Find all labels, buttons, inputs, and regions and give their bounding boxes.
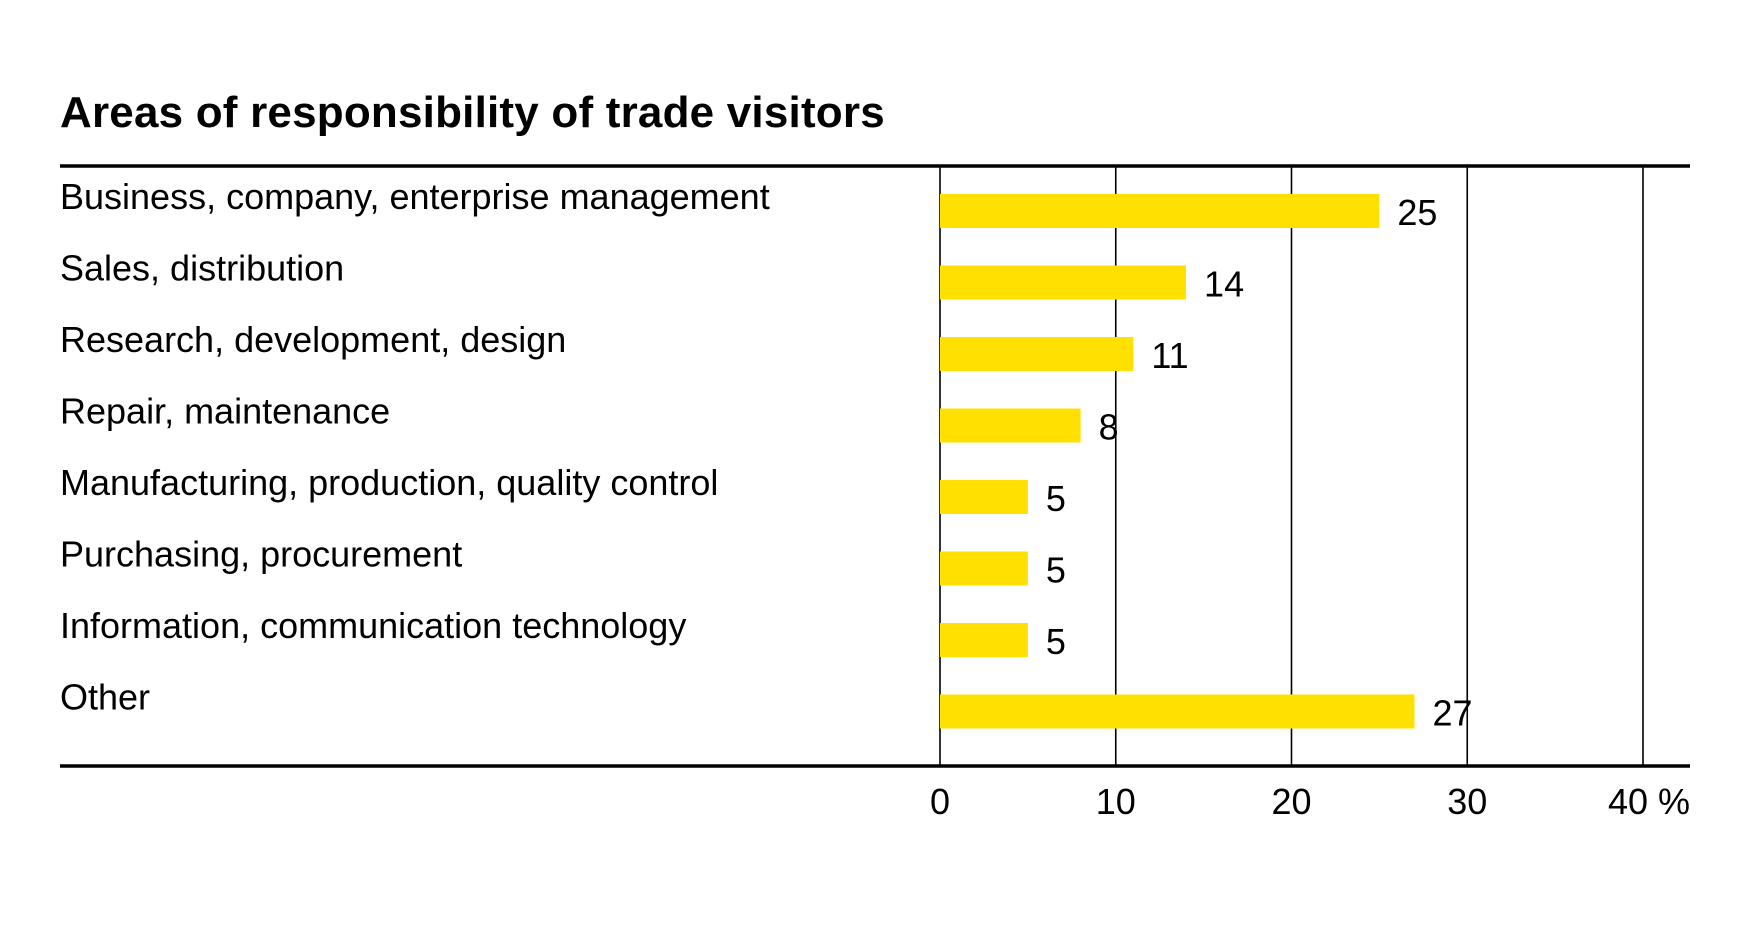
value-label: 5 (1046, 621, 1066, 662)
bars (940, 194, 1415, 729)
x-tick-label: 30 (1447, 781, 1487, 822)
bar (940, 551, 1028, 586)
category-label: Repair, maintenance (60, 391, 390, 432)
bar (940, 337, 1134, 371)
category-label: Sales, distribution (60, 248, 344, 289)
category-labels: Business, company, enterprise management… (60, 176, 770, 718)
category-label: Information, communication technology (60, 605, 686, 646)
bar (940, 623, 1028, 657)
bar (940, 408, 1081, 443)
category-label: Other (60, 677, 150, 718)
value-label: 5 (1046, 550, 1066, 591)
value-label: 5 (1046, 478, 1066, 519)
category-label: Purchasing, procurement (60, 534, 462, 575)
category-label: Business, company, enterprise management (60, 176, 770, 217)
x-tick-label: 10 (1096, 781, 1136, 822)
x-tick-labels: 0 10 20 30 40 % (930, 781, 1690, 822)
value-label: 27 (1433, 693, 1473, 734)
x-tick-label: 0 (930, 781, 950, 822)
category-label: Research, development, design (60, 319, 566, 360)
grid-lines (939, 166, 1644, 766)
value-label: 8 (1099, 407, 1119, 448)
bar (940, 480, 1028, 514)
value-label: 11 (1151, 335, 1188, 376)
x-tick-label: 40 % (1608, 781, 1690, 822)
value-label: 25 (1397, 192, 1437, 233)
x-tick-label: 20 (1271, 781, 1311, 822)
bar (940, 265, 1187, 300)
chart-title: Areas of responsibility of trade visitor… (60, 88, 885, 137)
category-label: Manufacturing, production, quality contr… (60, 462, 718, 503)
bar (940, 694, 1415, 729)
value-label: 14 (1204, 264, 1244, 305)
bar (940, 194, 1380, 228)
